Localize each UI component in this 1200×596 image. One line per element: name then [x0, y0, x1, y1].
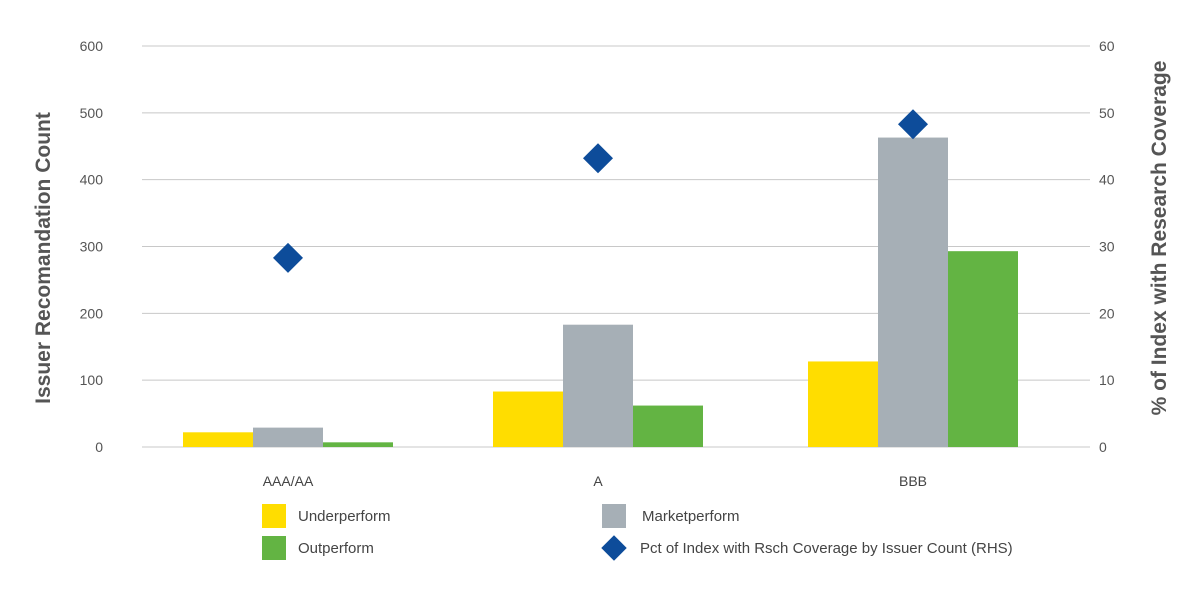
right-axis-ticks: 0 10 20 30 40 50 60: [1099, 38, 1115, 455]
legend-item-underperform: Underperform: [262, 502, 391, 530]
bar-outperform-bbb: [948, 251, 1018, 447]
left-axis-ticks: 0 100 200 300 400 500 600: [80, 38, 104, 455]
right-tick-label: 0: [1099, 439, 1107, 455]
legend-swatch-outperform: [262, 536, 286, 560]
legend-item-coverage: Pct of Index with Rsch Coverage by Issue…: [600, 534, 1013, 562]
right-tick-label: 60: [1099, 38, 1115, 54]
bar-marketperform-a: [563, 324, 633, 447]
left-axis-title: Issuer Recomandation Count: [32, 112, 55, 404]
left-tick-label: 500: [80, 105, 104, 121]
bar-marketperform-aaa-aa: [253, 427, 323, 447]
right-tick-label: 10: [1099, 372, 1115, 388]
legend-item-marketperform: Marketperform: [602, 502, 740, 530]
left-tick-label: 100: [80, 372, 104, 388]
left-tick-label: 300: [80, 239, 104, 255]
bar-outperform-a: [633, 405, 703, 447]
legend-label-underperform: Underperform: [298, 507, 391, 525]
category-label: A: [593, 473, 603, 489]
legend-marker-coverage: [600, 534, 628, 562]
bar-series: [183, 137, 1018, 448]
legend-label-marketperform: Marketperform: [642, 507, 740, 525]
legend-swatch-marketperform: [602, 504, 626, 528]
legend: Underperform Marketperform Outperform Pc…: [262, 502, 1062, 572]
bar-marketperform-bbb: [878, 137, 948, 448]
bar-underperform-aaa-aa: [183, 432, 253, 447]
right-axis-title: % of Index with Research Coverage: [1148, 61, 1171, 416]
coverage-marker-a: [583, 143, 613, 174]
right-tick-label: 50: [1099, 105, 1115, 121]
legend-label-outperform: Outperform: [298, 539, 374, 557]
bar-outperform-aaa-aa: [323, 442, 393, 447]
left-tick-label: 600: [80, 38, 104, 54]
marker-series: [273, 109, 928, 273]
gridlines: [142, 45, 1090, 448]
category-label: BBB: [899, 473, 927, 489]
left-tick-label: 0: [95, 439, 103, 455]
legend-label-coverage: Pct of Index with Rsch Coverage by Issue…: [640, 539, 1013, 557]
right-tick-label: 40: [1099, 172, 1115, 188]
legend-item-outperform: Outperform: [262, 534, 374, 562]
left-tick-label: 200: [80, 305, 104, 321]
bar-underperform-a: [493, 391, 563, 447]
category-label: AAA/AA: [263, 473, 314, 489]
legend-swatch-underperform: [262, 504, 286, 528]
left-tick-label: 400: [80, 172, 104, 188]
right-tick-label: 20: [1099, 305, 1115, 321]
right-tick-label: 30: [1099, 239, 1115, 255]
coverage-marker-aaa-aa: [273, 242, 303, 273]
category-labels: AAA/AA A BBB: [263, 473, 927, 489]
bar-underperform-bbb: [808, 361, 878, 447]
coverage-marker-bbb: [898, 109, 928, 140]
